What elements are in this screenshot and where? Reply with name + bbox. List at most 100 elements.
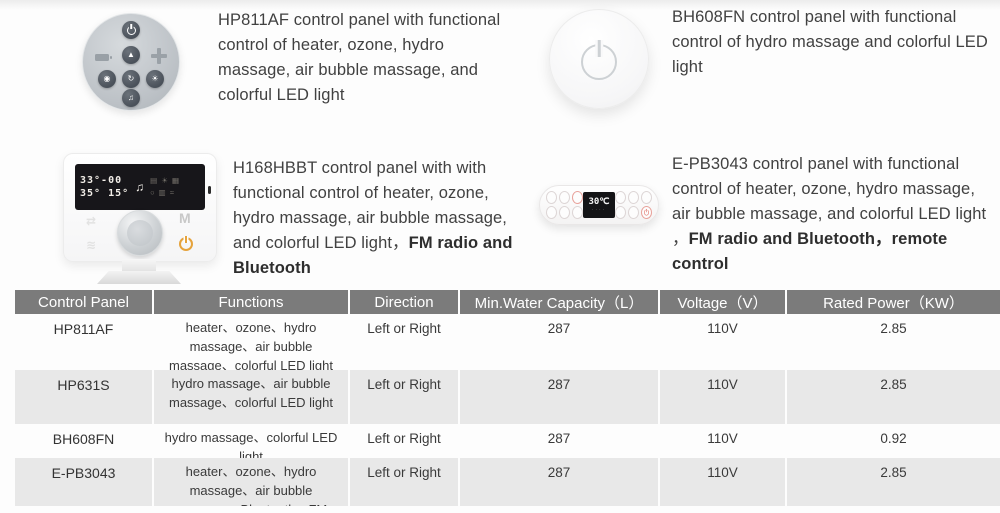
light-button-icon: ☀ (146, 70, 164, 88)
up-button-icon: ▲ (122, 46, 140, 64)
lcd-temp-bottom: 35° 15° (80, 188, 130, 199)
header-control-panel: Control Panel (38, 293, 129, 311)
up-arrow-icon: ▲ (127, 50, 135, 59)
lcd-temperature-value: 30℃ (588, 197, 610, 207)
bh608fn-panel-image (549, 9, 649, 109)
cell-capacity: 287 (458, 370, 658, 424)
header-capacity: Min.Water Capacity（L） (458, 290, 658, 314)
hp811af-panel-image: ▲ ◉ ↻ ☀ ♫ (82, 13, 180, 111)
table-row-epb3043: E-PB3043 heater、ozone、hydro massage、air … (15, 458, 1000, 506)
cell-direction: Left or Right (348, 458, 458, 506)
panel-button-icon (628, 191, 639, 204)
panel-stand-base (97, 271, 181, 284)
cell-voltage: 110V (658, 370, 785, 424)
lcd-function-icons: ▤☀▦ ○▥≈ (150, 175, 183, 199)
power-button-icon (641, 206, 652, 219)
panel-button-icon (628, 206, 639, 219)
description-bold-text: FM radio and Bluetooth (233, 234, 513, 278)
light-icon: ☀ (151, 74, 159, 83)
left-function-icon-2: ≋ (86, 238, 97, 252)
cell-capacity: 287 (458, 424, 658, 458)
h168hbbt-description: H168HBBT control panel with with functio… (233, 156, 523, 281)
power-button-icon (122, 21, 140, 39)
cell-power: 2.85 (785, 314, 1000, 370)
power-icon (644, 209, 649, 216)
cell-power: 2.85 (785, 370, 1000, 424)
cell-voltage: 110V (658, 314, 785, 370)
description-text: HP811AF control panel with functional co… (218, 11, 501, 105)
cell-model: E-PB3043 (51, 465, 116, 481)
panel-button-icon (546, 206, 557, 219)
left-function-icon: ⇄ (86, 214, 97, 228)
panel-button-icon (559, 206, 570, 219)
lcd-indicator-dots: ···· (591, 207, 607, 213)
plus-icon (151, 48, 167, 64)
description-text: E-PB3043 control panel with functional c… (672, 155, 987, 249)
panel-button-icon (615, 191, 626, 204)
table-row-hp631s: HP631S hydro massage、air bubble massage、… (15, 370, 1000, 424)
left-button-cluster (546, 191, 583, 219)
header-rated-power: Rated Power（KW） (785, 290, 1000, 314)
power-icon (126, 25, 136, 35)
power-icon (581, 44, 617, 80)
music-button-icon: ♫ (122, 89, 140, 107)
panel-button-icon (615, 206, 626, 219)
cycle-button-icon: ↻ (122, 70, 140, 88)
cell-functions: heater、ozone、hydro massage、air bubble ma… (152, 458, 348, 506)
lcd-temp-top: 33°-00 (80, 175, 123, 186)
description-bold-text: FM radio and Bluetooth，remote control (672, 230, 948, 274)
cell-capacity: 287 (458, 314, 658, 370)
description-text: BH608FN control panel with functional co… (672, 8, 988, 77)
table-row-bh608fn: BH608FN hydro massage、colorful LED light… (15, 424, 1000, 458)
panel-button-icon (641, 191, 652, 204)
cycle-icon: ↻ (127, 74, 135, 83)
bh608fn-description: BH608FN control panel with functional co… (672, 5, 994, 80)
cell-power: 2.85 (785, 458, 1000, 506)
music-icon: ♫ (128, 93, 134, 102)
header-direction: Direction (348, 290, 458, 314)
cell-functions: hydro massage、colorful LED light (152, 424, 348, 458)
music-icon: ♫ (135, 180, 145, 194)
cell-direction: Left or Right (348, 370, 458, 424)
panel-button-icon (559, 191, 570, 204)
lcd-temperature-readout: 33°-00 35° 15° (80, 174, 129, 200)
header-functions: Functions (152, 290, 348, 314)
mode-label: M (179, 210, 191, 226)
fan-icon: ◉ (103, 74, 111, 83)
lcd-display: 30℃ ···· (583, 192, 615, 218)
rotary-knob (117, 210, 163, 256)
side-notch (208, 186, 211, 194)
power-icon (179, 237, 193, 251)
lcd-icons-row2: ○▥≈ (150, 188, 178, 197)
fan-button-icon: ◉ (98, 70, 116, 88)
h168hbbt-panel-image: 33°-00 35° 15° ♫ ▤☀▦ ○▥≈ ⇄ ≋ M (63, 153, 217, 262)
epb3043-panel-image: 30℃ ···· (539, 185, 659, 225)
cell-direction: Left or Right (348, 314, 458, 370)
panel-button-icon (572, 206, 583, 219)
table-header-row: Control Panel Functions Direction Min.Wa… (15, 290, 1000, 314)
table-row-hp811af: HP811AF heater、ozone、hydro massage、air b… (15, 314, 1000, 370)
right-button-cluster (615, 191, 652, 219)
header-voltage: Voltage（V） (658, 290, 785, 314)
lcd-icons-row1: ▤☀▦ (150, 176, 184, 185)
cell-model: BH608FN (52, 431, 115, 447)
cell-capacity: 287 (458, 458, 658, 506)
cell-functions: hydro massage、air bubble massage、colorfu… (152, 370, 348, 424)
cell-power: 0.92 (785, 424, 1000, 458)
cell-model: HP631S (57, 377, 110, 393)
panel-button-icon (546, 191, 557, 204)
lcd-display: 33°-00 35° 15° ♫ ▤☀▦ ○▥≈ (75, 164, 205, 210)
battery-icon (95, 54, 112, 61)
epb3043-description: E-PB3043 control panel with functional c… (672, 152, 994, 277)
cell-model: HP811AF (53, 321, 114, 337)
cell-functions: heater、ozone、hydro massage、air bubble ma… (152, 314, 348, 370)
panel-button-red-icon (572, 191, 583, 204)
spec-table: Control Panel Functions Direction Min.Wa… (15, 290, 1000, 506)
description-text: H168HBBT control panel with with functio… (233, 159, 507, 253)
cell-voltage: 110V (658, 458, 785, 506)
hp811af-description: HP811AF control panel with functional co… (218, 8, 520, 108)
cell-direction: Left or Right (348, 424, 458, 458)
panel-stand-neck (122, 259, 156, 272)
cell-voltage: 110V (658, 424, 785, 458)
